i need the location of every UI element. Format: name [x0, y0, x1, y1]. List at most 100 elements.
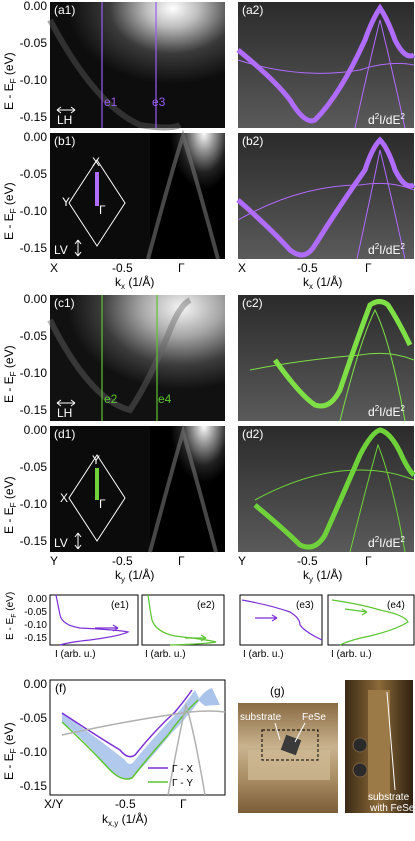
ytick: -0.05 [20, 329, 48, 343]
screw-icon [352, 762, 368, 778]
xtick: -0.5 [297, 554, 318, 568]
panel-label-g: (g) [270, 684, 285, 698]
bz-label-x: X [60, 491, 68, 505]
band-hole-b2 [356, 149, 406, 260]
panel-label-e1: (e1) [111, 600, 129, 611]
panel-label-e4: (e4) [387, 600, 405, 611]
ytick: -0.10 [20, 73, 48, 87]
edc-curve-e2 [147, 594, 217, 646]
ytick: -0.10 [20, 497, 48, 511]
panel-label-d2: (d2) [242, 427, 263, 441]
panel-e2: (e2) I (arb. u.) [141, 594, 225, 660]
edc-x-axis-title: I (arb. u.) [243, 649, 284, 660]
double-arrow-icon [56, 106, 76, 114]
legend-label-gamma-x: Γ - X [172, 764, 193, 775]
xtick: X [238, 261, 246, 275]
band-thin-a2 [237, 59, 415, 74]
cut-label-e2: e2 [104, 392, 118, 406]
band-thin-b2 [237, 182, 415, 221]
edc-frame-e4 [327, 594, 415, 646]
cut-label-e3: e3 [152, 95, 166, 109]
polarization-lv: LV [54, 243, 68, 257]
x-axis-title: kx (1/Å) [115, 274, 154, 291]
ytick: -0.15 [24, 633, 47, 644]
gray-band-f [61, 710, 226, 736]
polarization-lv: LV [54, 536, 68, 550]
d2-label-c2: d2I/dE2 [368, 404, 406, 419]
band-thin-d2 [254, 469, 415, 501]
ytick: 0.00 [24, 0, 48, 13]
panel-a2: (a2) d2I/dE2 [236, 2, 415, 129]
cut-label-e4: e4 [158, 392, 172, 406]
edc-x-axis-title: I (arb. u.) [145, 649, 186, 660]
y-axis-title: E - EF (eV) [5, 592, 18, 640]
ytick: 0.00 [24, 423, 48, 437]
panel-b1: (b1) X Y Γ LV [50, 129, 225, 260]
side-plate [368, 690, 390, 800]
panel-e1: (e1) I (arb. u.) [49, 594, 139, 660]
y-axis-title: E - EF (eV) [2, 52, 18, 110]
y-axis-cd: 0.00 -0.05 -0.10 -0.15 0.00 -0.05 -0.10 … [2, 292, 47, 548]
panel-label-a1: (a1) [54, 3, 75, 17]
panel-a1: (a1) e1 e3 LH [47, 2, 225, 131]
panel-d1: (d1) Y X Γ LV [50, 424, 225, 553]
panel-label-a2: (a2) [242, 3, 263, 17]
ytick: -0.10 [24, 620, 47, 631]
ytick: -0.15 [20, 403, 48, 417]
band-thick-c2 [272, 299, 413, 409]
double-arrow-icon [74, 239, 82, 257]
ytick: -0.10 [20, 366, 48, 380]
band-thick-a2 [236, 3, 415, 124]
xtick: Γ [178, 261, 185, 275]
x-axis-cd: Y -0.5 Γ Y -0.5 Γ ky (1/Å) ky (1/Å) [50, 554, 372, 584]
panel-d2: (d2) d2I/dE2 [238, 426, 415, 553]
edc-frame-e1 [49, 594, 139, 646]
arrow-icon [185, 634, 207, 642]
shaded-region-f [62, 690, 200, 780]
band-c1 [47, 297, 192, 414]
panel-c2: (c2) d2I/dE2 [238, 295, 415, 422]
ytick: -0.10 [20, 204, 48, 218]
panel-label-b1: (b1) [54, 134, 75, 148]
band-hole-d2 [349, 443, 406, 553]
panel-g: (g) substrate FeSe substrate with FeSe [238, 680, 415, 814]
d2-label-b2: d2I/dE2 [368, 242, 406, 257]
panel-label-e2: (e2) [197, 600, 215, 611]
arrow-icon [344, 608, 368, 616]
band-a1 [47, 18, 182, 131]
band-thick-b2 [236, 136, 415, 258]
x-axis-title: ky (1/Å) [303, 567, 342, 584]
xtick: -0.5 [112, 261, 133, 275]
double-arrow-icon [74, 532, 82, 550]
photo-label-fese: FeSe [302, 712, 326, 723]
band-hole-a2 [354, 19, 406, 129]
photo-label-substrate: substrate [240, 712, 282, 723]
gray-hole-band-f [167, 702, 206, 796]
shaded-region-f2 [198, 688, 220, 706]
band-thick-d2 [253, 427, 415, 550]
y-axis-title: E - EF (eV) [2, 345, 18, 403]
panel-label-d1: (d1) [54, 427, 75, 441]
legend-label-gamma-y: Γ - Y [172, 778, 193, 789]
edc-curve-e3 [241, 599, 323, 641]
edc-curve-e4 [331, 599, 409, 646]
polarization-lh: LH [57, 406, 72, 420]
xtick: Γ [180, 797, 187, 811]
xtick: Γ [365, 261, 372, 275]
d2-image-b2 [238, 133, 414, 259]
ytick: -0.05 [20, 711, 48, 725]
ytick: -0.05 [20, 460, 48, 474]
x-axis-ab: X -0.5 Γ X -0.5 Γ kx (1/Å) kx (1/Å) [50, 261, 372, 291]
x-axis-title: kx (1/Å) [303, 274, 342, 291]
dispersion-gamma-y [61, 699, 199, 780]
band-hole-c2 [339, 308, 406, 422]
xtick: Γ [365, 554, 372, 568]
panel-label-c2: (c2) [242, 296, 263, 310]
ytick: -0.05 [24, 607, 47, 618]
band-d1 [148, 424, 218, 553]
xtick: Γ [178, 554, 185, 568]
ytick: -0.05 [20, 36, 48, 50]
panel-e4: (e4) I (arb. u.) [327, 594, 415, 660]
screw-icon [352, 737, 368, 753]
edc-frame-e3 [239, 594, 323, 646]
